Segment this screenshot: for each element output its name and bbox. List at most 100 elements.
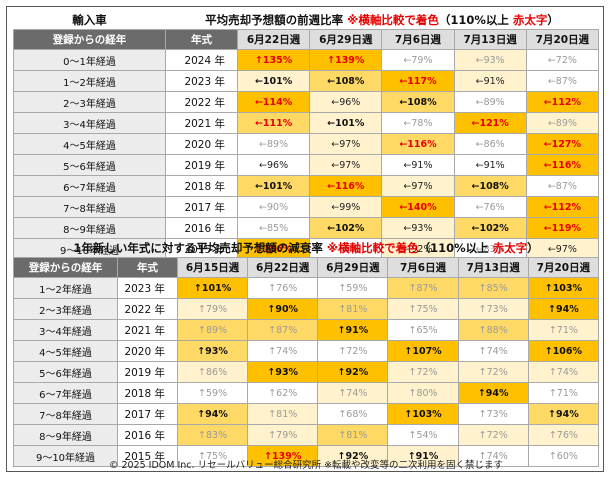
value-cell: ↑54% [387, 424, 459, 446]
chart-frame: 輸入車 平均売却予想額の前週比率 ※横軸比較で着色（110%以上 赤太字） 登録… [6, 6, 604, 472]
row-elapsed-label: 7～8年経過 [13, 196, 166, 218]
column-header-week: 7月6日週 [381, 29, 455, 50]
value-cell: ←89% [236, 133, 311, 155]
row-elapsed-label: 2～3年経過 [13, 298, 118, 320]
value-cell: ←85% [236, 217, 311, 239]
value-cell: ↑72% [457, 424, 529, 446]
table1-category-title: 輸入車 [13, 11, 166, 30]
value-cell: ↑59% [317, 277, 389, 299]
value-cell: ↑79% [247, 424, 319, 446]
value-cell: ←111% [236, 112, 311, 134]
row-model-year: 2022 年 [117, 298, 178, 320]
value-cell: ↑139% [309, 49, 383, 71]
value-cell: ↑139% [247, 445, 319, 467]
value-cell: ↑75% [387, 298, 459, 320]
table-row: 4～5年経過 2020 年 ↑93% ↑74% ↑72% ↑107% ↑74% ↑106% [13, 340, 600, 362]
value-cell: ←72% [525, 49, 600, 71]
value-cell: ↑81% [247, 403, 319, 425]
row-elapsed-label: 8～9年経過 [13, 217, 166, 239]
header-row: 登録からの経年 年式 6月22日週 6月29日週 7月6日週 7月13日週 7月20日週 [13, 29, 600, 50]
value-cell: ←108% [309, 70, 383, 92]
value-cell: ←86% [453, 133, 527, 155]
table-row: 6～7年経過 2018 年 ←101% ←116% ←97% ←108% ←87% [13, 175, 600, 197]
value-cell: ←97% [309, 154, 383, 176]
value-cell: ←140% [381, 196, 455, 218]
value-cell: ←97% [525, 238, 600, 260]
header-model-year: 年式 [165, 29, 238, 50]
value-cell: ←101% [236, 70, 311, 92]
row-elapsed-label: 4～5年経過 [13, 133, 166, 155]
value-cell: ↑85% [457, 277, 529, 299]
value-cell: ←117% [381, 70, 455, 92]
value-cell: ←92% [381, 238, 455, 260]
value-cell: ↑86% [176, 361, 249, 383]
value-cell: ←89% [525, 112, 600, 134]
value-cell: ↑71% [527, 382, 600, 404]
table-row: 3～4年経過 2021 年 ↑89% ↑87% ↑91% ↑65% ↑88% ↑71% [13, 319, 600, 341]
value-cell: ←76% [453, 196, 527, 218]
value-cell: ↑106% [527, 340, 600, 362]
value-cell: ←127% [525, 133, 600, 155]
value-cell: ↑81% [317, 424, 389, 446]
column-header-week: 6月15日週 [176, 257, 249, 278]
row-elapsed-label: 8～9年経過 [13, 424, 118, 446]
value-cell: ←96% [236, 154, 311, 176]
row-model-year: 2017 年 [165, 196, 238, 218]
row-model-year: 2023 年 [117, 277, 178, 299]
value-cell: ↑92% [317, 445, 389, 467]
table-row: 4～5年経過 2020 年 ←89% ←97% ←116% ←86% ←127% [13, 133, 600, 155]
yearly-decay-table: 登録からの経年 年式 6月15日週 6月22日週 6月29日週 7月6日週 7月13日週 7月… [13, 257, 600, 467]
copyright-footer: © 2025 IDOM Inc. リセールバリュー総合研究所 ※転載や改変等の二… [108, 460, 504, 471]
value-cell: ←96% [309, 91, 383, 113]
column-header-week: 7月13日週 [453, 29, 527, 50]
table-row: 0～1年経過 2024 年 ↑135% ↑139% ←79% ←93% ←72% [13, 49, 600, 71]
table-row: 8～9年経過 2016 年 ↑83% ↑79% ↑81% ↑54% ↑72% ↑76% [13, 424, 600, 446]
row-elapsed-label: 7～8年経過 [13, 403, 118, 425]
row-elapsed-label: 5～6年経過 [13, 361, 118, 383]
value-cell: ←108% [453, 175, 527, 197]
value-cell: ↑79% [176, 298, 249, 320]
row-model-year: 2021 年 [117, 319, 178, 341]
table-row: 9～10年経過 2015 年 ↑75% ↑139% ↑92% ↑91% ↑74% ↑60% [13, 445, 600, 467]
value-cell: ←112% [525, 196, 600, 218]
value-cell: ←93% [381, 217, 455, 239]
value-cell: ↑93% [176, 340, 249, 362]
header-model-year: 年式 [117, 257, 178, 278]
row-model-year: 2019 年 [165, 154, 238, 176]
table-row: 6～7年経過 2018 年 ↑59% ↑62% ↑74% ↑80% ↑94% ↑71% [13, 382, 600, 404]
column-header-week: 6月29日週 [317, 257, 389, 278]
row-elapsed-label: 3～4年経過 [13, 112, 166, 134]
value-cell: ↑74% [247, 340, 319, 362]
value-cell: ←97% [381, 175, 455, 197]
table-row: 3～4年経過 2021 年 ←111% ←101% ←78% ←121% ←89% [13, 112, 600, 134]
value-cell: ←102% [309, 217, 383, 239]
value-cell: ↑65% [387, 319, 459, 341]
row-model-year: 2019 年 [117, 361, 178, 383]
column-header-week: 7月20日週 [525, 29, 600, 50]
value-cell: ↑74% [457, 445, 529, 467]
value-cell: ↑83% [176, 424, 249, 446]
value-cell: ↑60% [527, 445, 600, 467]
value-cell: ↑103% [387, 403, 459, 425]
row-model-year: 2023 年 [165, 70, 238, 92]
table-row: 7～8年経過 2017 年 ←90% ←99% ←140% ←76% ←112% [13, 196, 600, 218]
value-cell: ←91% [453, 70, 527, 92]
column-header-week: 7月20日週 [527, 257, 600, 278]
value-cell: ↑59% [176, 382, 249, 404]
row-model-year: 2015 年 [117, 445, 178, 467]
value-cell: ←99% [309, 196, 383, 218]
value-cell: ↑76% [527, 424, 600, 446]
column-header-week: 7月6日週 [387, 257, 459, 278]
value-cell: ↑72% [317, 340, 389, 362]
value-cell: ↑62% [247, 382, 319, 404]
row-model-year: 2020 年 [117, 340, 178, 362]
value-cell: ↑76% [247, 277, 319, 299]
table-row: 5～6年経過 2019 年 ←96% ←97% ←91% ←91% ←116% [13, 154, 600, 176]
row-model-year: 2024 年 [165, 49, 238, 71]
table-row: 2～3年経過 2022 年 ↑79% ↑90% ↑81% ↑75% ↑73% ↑94% [13, 298, 600, 320]
row-elapsed-label: 9～10年経過 [13, 445, 118, 467]
row-model-year: 2016 年 [165, 217, 238, 239]
value-cell: ←68% [309, 238, 383, 260]
column-header-week: 6月22日週 [247, 257, 319, 278]
value-cell: ←121% [453, 112, 527, 134]
